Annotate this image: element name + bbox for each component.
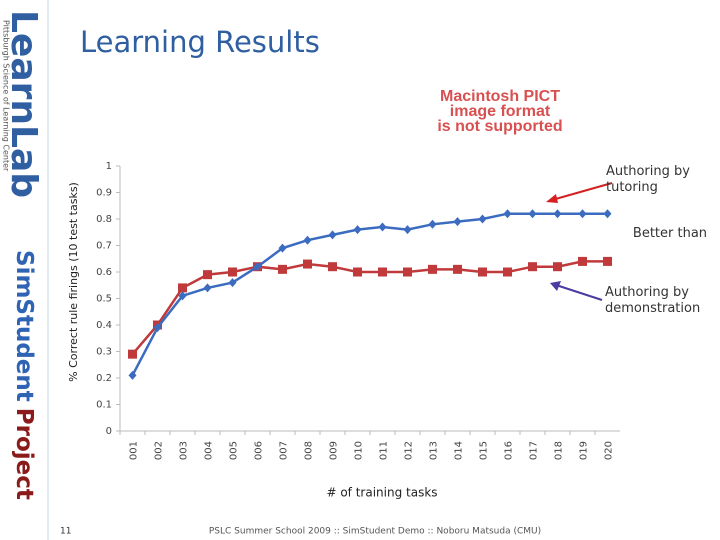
data-point xyxy=(428,219,437,229)
x-tick-label: 018 xyxy=(554,441,565,460)
data-point xyxy=(403,267,412,277)
annotation: Better than xyxy=(632,226,708,241)
y-tick-label: 0.8 xyxy=(96,214,112,225)
x-tick-label: 016 xyxy=(504,441,515,460)
placeholder-line: image format xyxy=(450,103,551,120)
y-tick-label: 0 xyxy=(106,426,112,437)
data-point xyxy=(253,262,262,272)
data-line xyxy=(131,212,608,376)
placeholder-line: is not supported xyxy=(437,118,562,135)
y-tick-label: 0.4 xyxy=(96,320,112,331)
arrow xyxy=(551,182,613,201)
logo: LearnLab xyxy=(3,10,44,198)
project-name-part: Project xyxy=(12,408,38,500)
data-point xyxy=(303,259,312,269)
data-point xyxy=(603,209,612,219)
data-point xyxy=(178,283,187,293)
data-point xyxy=(228,267,237,277)
arrowhead xyxy=(550,281,561,291)
data-point xyxy=(153,323,162,333)
x-tick-label: 001 xyxy=(129,441,140,460)
y-tick-label: 0.7 xyxy=(96,241,112,252)
placeholder-line: Macintosh PICT xyxy=(440,88,560,105)
y-tick-label: 0.3 xyxy=(96,347,112,358)
data-point xyxy=(478,267,487,277)
data-point xyxy=(203,283,212,293)
slide-title: Learning Results xyxy=(80,25,320,59)
data-point xyxy=(378,267,387,277)
data-point xyxy=(303,235,312,245)
page-number: 11 xyxy=(60,527,71,537)
x-tick-label: 012 xyxy=(404,441,415,460)
footer: PSLC Summer School 2009 :: SimStudent De… xyxy=(209,527,541,537)
data-point xyxy=(178,291,187,301)
data-point xyxy=(378,222,387,232)
x-axis-label: # of training tasks xyxy=(326,486,437,500)
annotation-box: Better than xyxy=(632,226,708,241)
y-tick-label: 0.1 xyxy=(96,400,112,411)
y-axis-label: % Correct rule firings (10 test tasks) xyxy=(67,182,80,382)
data-point xyxy=(128,349,137,359)
annotation-box: Authoring by tutoring xyxy=(606,164,690,195)
placeholder: Macintosh PICT image format is not suppo… xyxy=(437,88,562,135)
x-tick-label: 011 xyxy=(379,441,390,460)
project-name: SimStudent Project xyxy=(12,250,38,500)
data-point xyxy=(353,225,362,235)
logo-subtitle: Pittsburgh Science of Learning Center xyxy=(2,20,11,172)
data-point xyxy=(503,267,512,277)
data-point xyxy=(353,267,362,277)
x-tick-label: 013 xyxy=(429,441,440,460)
data-point xyxy=(453,264,462,274)
data-point xyxy=(478,214,487,224)
y-tick-label: 0.6 xyxy=(96,267,112,278)
x-tick-label: 014 xyxy=(454,441,465,460)
data-point xyxy=(278,243,287,253)
data-point xyxy=(528,209,537,219)
x-tick-label: 008 xyxy=(304,441,315,460)
x-tick-label: 010 xyxy=(354,441,365,460)
x-tick-label: 020 xyxy=(604,441,615,460)
data-point xyxy=(553,209,562,219)
y-tick-label: 0.2 xyxy=(96,373,112,384)
x-tick-label: 007 xyxy=(279,441,290,460)
annotation: Authoring by demonstration xyxy=(605,285,701,316)
x-tick-label: 017 xyxy=(529,441,540,460)
y-tick-label: 0.9 xyxy=(96,188,112,199)
data-point xyxy=(403,225,412,235)
data-point xyxy=(503,209,512,219)
annotation: Authoring by tutoring xyxy=(606,164,690,195)
x-tick-label: 003 xyxy=(179,441,190,460)
data-point xyxy=(203,270,212,280)
x-tick-label: 019 xyxy=(579,441,590,460)
x-tick-label: 002 xyxy=(154,441,165,460)
data-point xyxy=(553,262,562,272)
data-point xyxy=(428,264,437,274)
x-tick-label: 006 xyxy=(254,441,265,460)
data-point xyxy=(578,209,587,219)
data-point xyxy=(578,256,587,266)
x-tick-label: 004 xyxy=(204,441,215,460)
y-tick-label: 0.5 xyxy=(96,294,112,305)
data-point xyxy=(278,264,287,274)
data-point xyxy=(528,262,537,272)
project-name-part: SimStudent xyxy=(12,250,38,402)
data-point xyxy=(228,278,237,288)
annotation-box: Authoring by demonstration xyxy=(605,285,701,316)
data-point xyxy=(453,217,462,227)
data-point xyxy=(603,256,612,266)
arrowhead xyxy=(546,194,558,203)
x-tick-label: 015 xyxy=(479,441,490,460)
arrow xyxy=(555,284,603,301)
data-point xyxy=(328,262,337,272)
x-tick-label: 005 xyxy=(229,441,240,460)
x-tick-label: 009 xyxy=(329,441,340,460)
data-point xyxy=(328,230,337,240)
y-tick-label: 1 xyxy=(106,161,112,172)
data-point xyxy=(128,370,137,380)
